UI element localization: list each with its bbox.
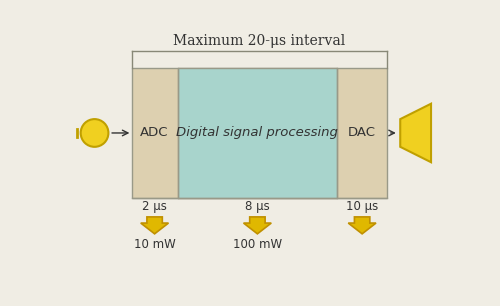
Polygon shape <box>141 217 169 234</box>
Text: 8 μs: 8 μs <box>245 200 270 213</box>
Text: 100 mW: 100 mW <box>233 238 282 251</box>
Polygon shape <box>400 104 431 162</box>
Bar <box>178 68 337 198</box>
Circle shape <box>80 119 108 147</box>
Text: DAC: DAC <box>348 126 376 140</box>
Text: 2 μs: 2 μs <box>142 200 167 213</box>
Text: Maximum 20-μs interval: Maximum 20-μs interval <box>173 33 346 47</box>
Polygon shape <box>244 217 272 234</box>
Text: ADC: ADC <box>140 126 169 140</box>
Bar <box>132 68 387 198</box>
Text: Digital signal processing: Digital signal processing <box>176 126 338 140</box>
Polygon shape <box>348 217 376 234</box>
Text: 10 mW: 10 mW <box>134 238 175 251</box>
Text: 10 μs: 10 μs <box>346 200 378 213</box>
